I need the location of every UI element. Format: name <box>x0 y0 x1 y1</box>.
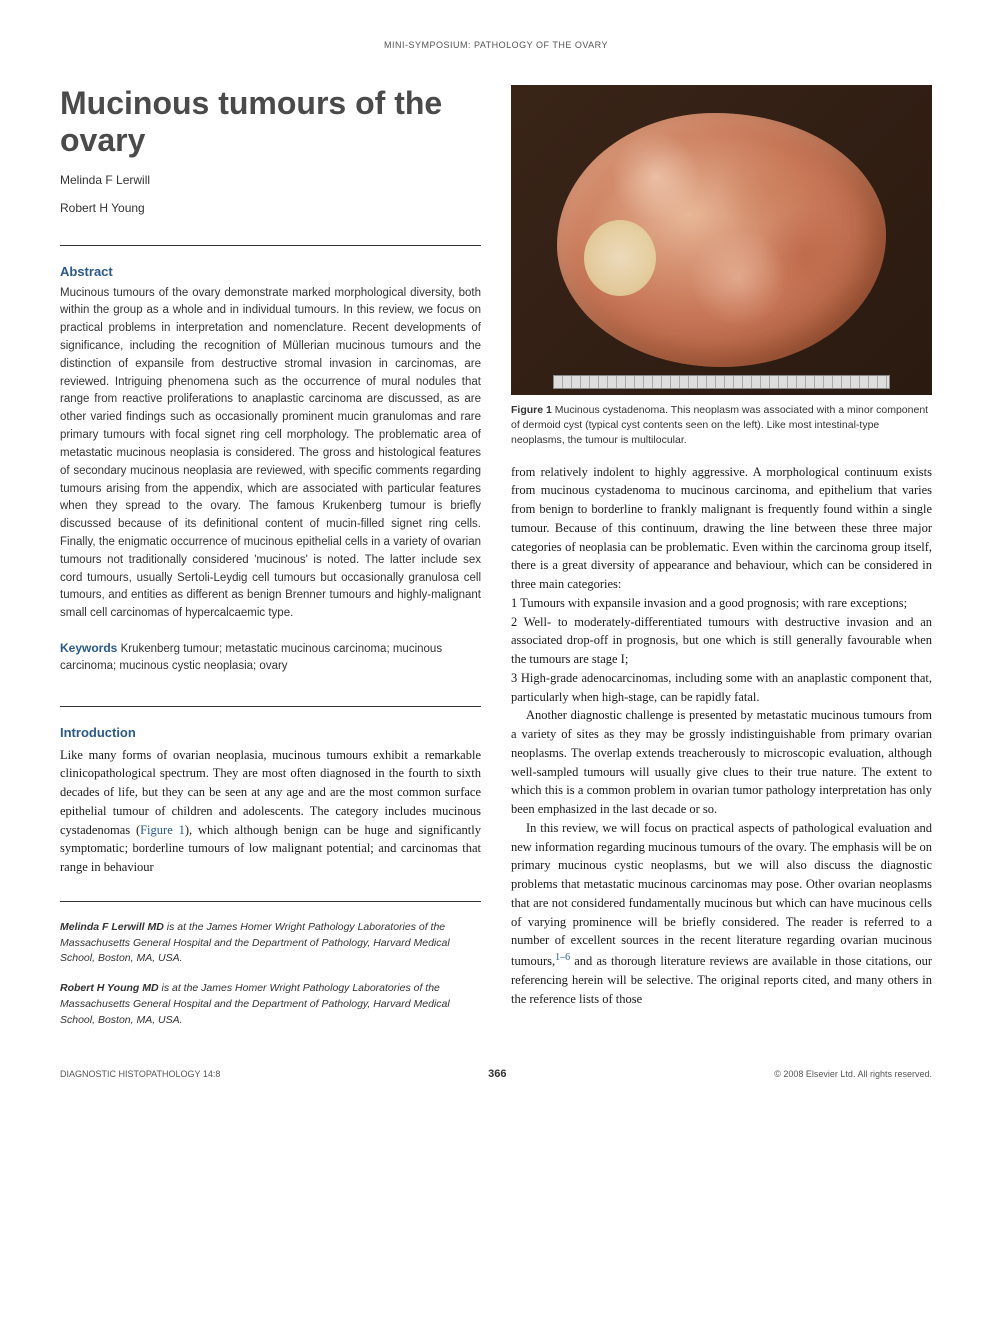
introduction-heading: Introduction <box>60 725 481 740</box>
bio-name-2: Robert H Young MD <box>60 982 159 994</box>
divider-rule <box>60 245 481 246</box>
right-column: Figure 1 Mucinous cystadenoma. This neop… <box>511 85 932 1028</box>
figure-label: Figure 1 <box>511 404 552 416</box>
divider-rule-3 <box>60 901 481 902</box>
page-number: 366 <box>488 1068 506 1080</box>
intro-paragraph: Like many forms of ovarian neoplasia, mu… <box>60 746 481 877</box>
bio-name-1: Melinda F Lerwill MD <box>60 921 164 933</box>
category-item-3: 3 High-grade adenocarcinomas, including … <box>511 669 932 707</box>
footer-journal: DIAGNOSTIC HISTOPATHOLOGY 14:8 <box>60 1069 220 1079</box>
figure-caption: Figure 1 Mucinous cystadenoma. This neop… <box>511 403 932 449</box>
body-p3-b: and as thorough literature reviews are a… <box>511 954 932 1006</box>
abstract-text: Mucinous tumours of the ovary demonstrat… <box>60 285 481 623</box>
abstract-heading: Abstract <box>60 264 481 279</box>
keywords-values: Krukenberg tumour; metastatic mucinous c… <box>60 643 442 672</box>
author-bio-1: Melinda F Lerwill MD is at the James Hom… <box>60 920 481 967</box>
running-header: MINI-SYMPOSIUM: PATHOLOGY OF THE OVARY <box>60 40 932 50</box>
figure-caption-text: Mucinous cystadenoma. This neoplasm was … <box>511 404 928 446</box>
page-footer: DIAGNOSTIC HISTOPATHOLOGY 14:8 366 © 200… <box>60 1068 932 1080</box>
citation-superscript[interactable]: 1–6 <box>555 952 570 963</box>
author-2: Robert H Young <box>60 201 481 215</box>
body-paragraphs: Another diagnostic challenge is presente… <box>511 706 932 1008</box>
two-column-layout: Mucinous tumours of the ovary Melinda F … <box>60 85 932 1028</box>
body-p3: In this review, we will focus on practic… <box>511 819 932 1009</box>
divider-rule-2 <box>60 706 481 707</box>
footer-copyright: © 2008 Elsevier Ltd. All rights reserved… <box>774 1069 932 1079</box>
keywords-label: Keywords <box>60 641 117 655</box>
category-item-1: 1 Tumours with expansile invasion and a … <box>511 594 932 613</box>
left-column: Mucinous tumours of the ovary Melinda F … <box>60 85 481 1028</box>
author-1: Melinda F Lerwill <box>60 173 481 187</box>
keywords-line: Keywords Krukenberg tumour; metastatic m… <box>60 639 481 676</box>
figure-reference[interactable]: Figure 1 <box>140 823 185 837</box>
body-p3-a: In this review, we will focus on practic… <box>511 821 932 968</box>
article-title: Mucinous tumours of the ovary <box>60 85 481 159</box>
specimen-photo <box>557 113 885 367</box>
scale-ruler <box>553 375 890 389</box>
body-p1: from relatively indolent to highly aggre… <box>511 463 932 594</box>
category-item-2: 2 Well- to moderately-differentiated tum… <box>511 613 932 669</box>
body-continuation: from relatively indolent to highly aggre… <box>511 463 932 594</box>
figure-1: Figure 1 Mucinous cystadenoma. This neop… <box>511 85 932 449</box>
body-p2: Another diagnostic challenge is presente… <box>511 706 932 819</box>
author-bio-2: Robert H Young MD is at the James Homer … <box>60 981 481 1028</box>
figure-image <box>511 85 932 395</box>
